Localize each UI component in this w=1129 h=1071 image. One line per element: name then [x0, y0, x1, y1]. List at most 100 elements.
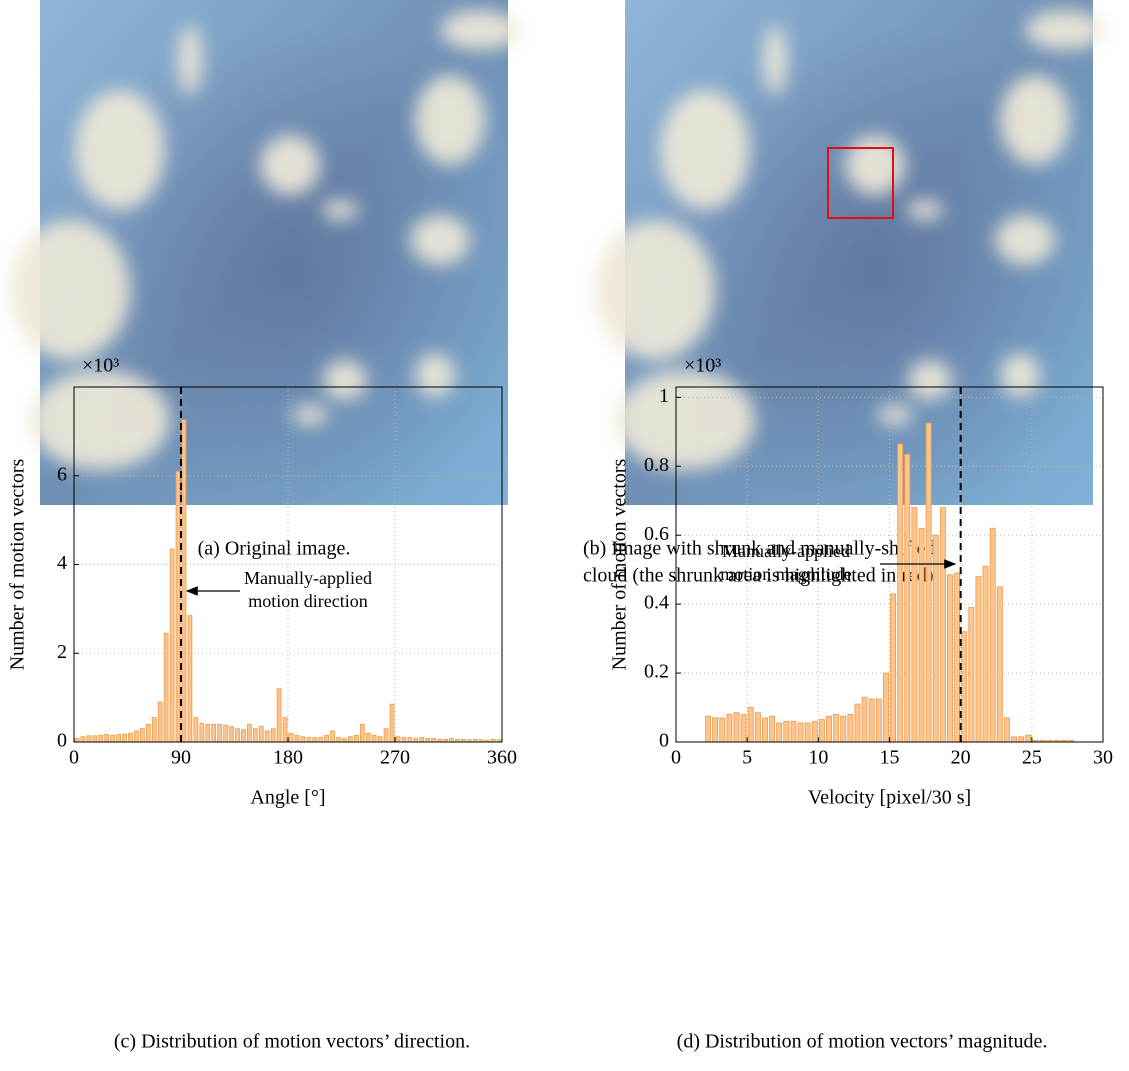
bar [169, 548, 175, 743]
annotation: Manually-applied [722, 541, 850, 561]
bar [875, 698, 882, 743]
bar [733, 712, 740, 743]
x-tick-label: 360 [487, 747, 517, 769]
bar [199, 722, 205, 743]
caption: (b) Image with shrunk and manually-shift… [583, 538, 936, 560]
bar [925, 422, 932, 743]
bar [336, 737, 341, 743]
caption: (c) Distribution of motion vectors’ dire… [114, 1031, 470, 1053]
bar [187, 615, 193, 743]
bar [847, 714, 854, 743]
bar [270, 728, 276, 743]
bar [833, 714, 840, 743]
bar [389, 703, 395, 743]
x-tick-label: 10 [808, 747, 828, 769]
bar [306, 737, 312, 743]
bar [80, 736, 86, 743]
y-tick-label: 6 [57, 463, 67, 485]
x-tick-label: 270 [380, 747, 410, 769]
bar [246, 723, 252, 743]
bar [904, 453, 911, 743]
y-axis-label: Number of motion vectors [7, 458, 29, 670]
bar [804, 722, 811, 743]
bar [401, 737, 407, 743]
x-tick-label: 15 [880, 747, 900, 769]
bar [348, 736, 353, 743]
bar [300, 736, 306, 743]
x-tick-label: 0 [671, 747, 681, 769]
plot-frame [73, 386, 503, 743]
bar [217, 723, 223, 743]
bar [211, 723, 217, 743]
bar [754, 712, 761, 743]
bar [783, 720, 790, 743]
bar [726, 714, 733, 743]
bar [989, 527, 996, 743]
modified-image [595, 0, 1105, 505]
y-tick-label: 0.4 [644, 592, 669, 614]
bar [145, 723, 151, 743]
bar [139, 728, 145, 743]
annotation: Manually-applied [244, 568, 372, 588]
bar [359, 723, 365, 743]
bar [740, 714, 747, 743]
bar [982, 565, 989, 743]
x-axis-label: Angle [°] [250, 787, 325, 809]
bar [868, 698, 875, 743]
bar [797, 722, 804, 743]
y-multiplier: ×10³ [82, 355, 119, 377]
x-tick-label: 25 [1022, 747, 1042, 769]
bar [947, 574, 953, 743]
bar [826, 715, 832, 743]
plot-frame [675, 386, 1104, 743]
y-tick-label: 4 [57, 552, 67, 574]
x-tick-label: 5 [742, 747, 752, 769]
bar [312, 737, 318, 743]
bar [342, 738, 347, 743]
x-tick-label: 0 [69, 747, 79, 769]
y-tick-label: 0.8 [644, 454, 669, 476]
bar [324, 734, 330, 743]
caption: cloud (the shrunk area is highlighted in… [583, 565, 938, 587]
x-tick-label: 30 [1093, 747, 1113, 769]
bar [747, 707, 754, 743]
bar [996, 586, 1003, 743]
bar [377, 736, 383, 743]
bar [811, 720, 818, 743]
bar [975, 576, 982, 743]
annotation: motion direction [248, 591, 367, 611]
bar [288, 732, 294, 743]
bar [939, 507, 946, 743]
bar [151, 717, 157, 743]
y-multiplier: ×10³ [684, 355, 721, 377]
bar [229, 726, 234, 743]
bar [705, 715, 711, 743]
bar [258, 726, 264, 743]
bar [175, 470, 181, 743]
y-axis-label: Number of motion vectors [609, 458, 631, 670]
caption: (d) Distribution of motion vectors’ magn… [677, 1031, 1048, 1053]
bar [252, 728, 258, 743]
bar [890, 593, 897, 743]
bar [840, 715, 847, 743]
original-image [10, 0, 520, 505]
bar [157, 701, 163, 743]
bar [719, 717, 726, 743]
bar [882, 672, 889, 743]
bar [762, 717, 768, 743]
annotation: motion magnitude [720, 564, 851, 584]
x-tick-label: 20 [951, 747, 971, 769]
y-tick-label: 0 [659, 730, 669, 752]
bar [425, 738, 431, 743]
bar [282, 717, 288, 743]
bar [110, 734, 116, 743]
bar [264, 730, 270, 743]
bar [712, 717, 719, 743]
y-tick-label: 0.6 [644, 523, 669, 545]
bar [330, 730, 335, 743]
bar [968, 607, 975, 743]
bar [954, 572, 961, 743]
bar [776, 722, 783, 743]
bar [818, 719, 825, 743]
bar [932, 534, 939, 743]
